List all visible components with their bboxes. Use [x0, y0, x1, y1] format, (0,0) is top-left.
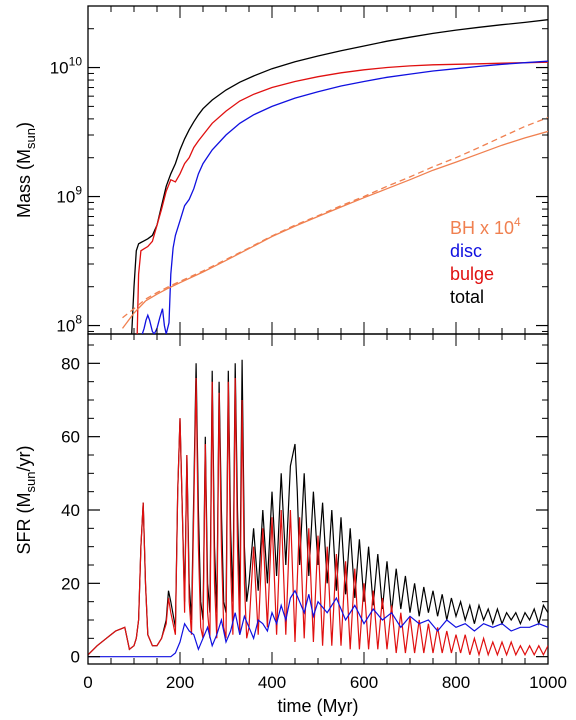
- x-tick-label: 800: [442, 673, 470, 692]
- x-axis-label: time (Myr): [278, 696, 359, 716]
- sfr-y-axis-label: SFR (Msun/yr): [14, 446, 38, 555]
- mass-series-bulge: [136, 61, 548, 334]
- sfr-y-tick-label: 80: [61, 354, 80, 373]
- sfr-panel-frame: [87, 333, 549, 665]
- mass-series-bh-dashed: [122, 116, 548, 319]
- x-tick-label: 1000: [529, 673, 567, 692]
- sfr-series-bulge: [88, 377, 548, 658]
- sfr-y-tick-label: 20: [61, 574, 80, 593]
- legend-entry-disc: disc: [450, 241, 482, 261]
- mass-axis-ticks: 108 109 1010: [50, 5, 549, 336]
- legend-entry-total: total: [450, 287, 484, 307]
- mass-y-tick-label: 109: [56, 184, 82, 207]
- mass-y-tick-label: 108: [56, 313, 82, 336]
- x-tick-label: 200: [166, 673, 194, 692]
- mass-series-disc: [141, 60, 548, 334]
- x-tick-label: 600: [350, 673, 378, 692]
- mass-y-axis-label: Mass (Msun): [14, 122, 38, 218]
- sfr-y-tick-label: 60: [61, 428, 80, 447]
- x-tick-label: 0: [83, 673, 92, 692]
- mass-series-total: [131, 19, 548, 334]
- sfr-y-tick-label: 0: [71, 648, 80, 667]
- legend-entry-bh: BH x 104: [450, 215, 521, 238]
- sfr-plot-area: [88, 359, 548, 658]
- sfr-y-tick-label: 40: [61, 501, 80, 520]
- legend-entry-bulge: bulge: [450, 264, 494, 284]
- mass-y-tick-label: 1010: [50, 55, 83, 78]
- legend: BH x 104 disc bulge total: [450, 215, 521, 307]
- sfr-series-total: [88, 359, 548, 656]
- mass-series-bh: [121, 130, 548, 329]
- mass-plot-area: [121, 19, 548, 334]
- sfr-series-disc: [88, 589, 548, 658]
- mass-panel-frame: [87, 5, 549, 335]
- x-tick-label: 400: [258, 673, 286, 692]
